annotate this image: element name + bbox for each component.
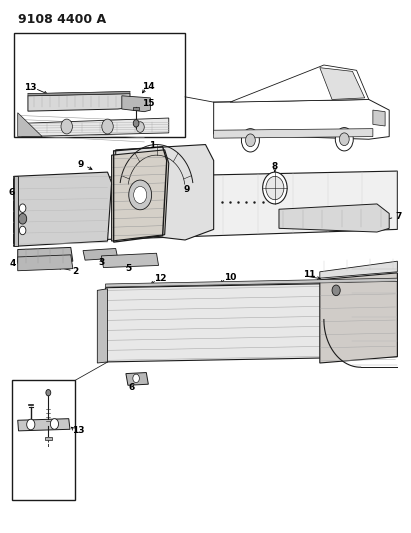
Polygon shape [18,247,73,263]
Circle shape [136,122,144,132]
Polygon shape [115,144,214,240]
Polygon shape [106,282,397,362]
Text: 8: 8 [272,163,278,171]
Circle shape [335,127,353,151]
Text: 9: 9 [78,160,84,169]
Text: 6: 6 [9,188,15,197]
Polygon shape [373,110,385,126]
Polygon shape [83,248,118,260]
Bar [14,33,185,136]
Polygon shape [14,171,397,243]
Circle shape [133,119,139,127]
Text: 7: 7 [395,212,402,221]
Bar [12,381,75,500]
Circle shape [266,176,284,200]
Circle shape [27,419,35,430]
Text: 9: 9 [184,185,190,194]
Polygon shape [112,150,169,241]
Polygon shape [126,373,148,385]
Polygon shape [45,437,52,440]
Text: 14: 14 [142,82,155,91]
Polygon shape [102,253,159,268]
Circle shape [332,285,340,296]
Polygon shape [214,100,389,139]
Text: 1: 1 [149,141,155,150]
Polygon shape [320,261,397,278]
Circle shape [241,128,259,152]
Circle shape [134,187,147,204]
Circle shape [339,133,349,146]
Text: 15: 15 [142,99,155,108]
Polygon shape [14,176,18,246]
Polygon shape [18,113,42,136]
Text: 2: 2 [73,268,79,276]
Text: 11: 11 [303,270,316,279]
Polygon shape [320,68,365,100]
Text: 9108 4400 A: 9108 4400 A [18,13,106,26]
Text: 13: 13 [25,83,37,92]
Circle shape [19,226,26,235]
Polygon shape [28,94,130,111]
Polygon shape [22,118,169,136]
Text: 3: 3 [98,258,104,266]
Polygon shape [18,419,70,431]
Circle shape [18,214,27,224]
Circle shape [19,204,26,213]
Polygon shape [133,108,139,110]
Polygon shape [320,273,397,363]
Circle shape [102,119,113,134]
Circle shape [133,374,139,383]
Text: 6: 6 [128,383,134,392]
Text: 5: 5 [125,264,131,273]
Polygon shape [28,92,130,96]
Polygon shape [279,204,389,232]
Text: 10: 10 [224,272,236,281]
Circle shape [46,390,51,396]
Text: 13: 13 [72,426,84,435]
Text: 12: 12 [155,273,167,282]
Circle shape [245,134,255,147]
Circle shape [129,180,152,210]
Polygon shape [230,65,369,102]
Polygon shape [106,278,397,287]
Polygon shape [214,128,373,138]
Polygon shape [122,96,150,112]
Circle shape [263,172,287,204]
Polygon shape [97,289,108,363]
Text: 4: 4 [9,260,16,268]
Circle shape [51,419,58,429]
Circle shape [61,119,72,134]
Polygon shape [14,172,112,246]
Polygon shape [18,255,73,271]
